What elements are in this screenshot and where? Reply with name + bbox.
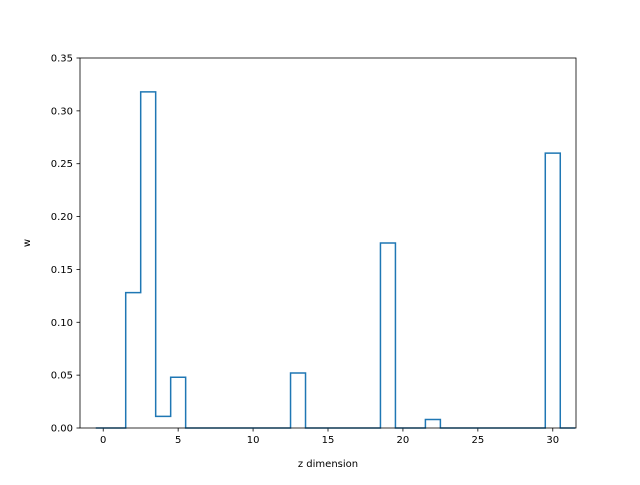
y-tick-label: 0.25 [51,159,73,170]
y-tick-label: 0.05 [51,371,73,382]
y-tick-label: 0.15 [51,265,73,276]
x-tick-label: 5 [175,435,181,446]
x-tick-label: 15 [322,435,335,446]
y-tick-label: 0.00 [51,424,73,435]
x-tick-label: 0 [100,435,106,446]
plot-frame [79,57,577,429]
y-tick-label: 0.20 [51,212,73,223]
y-axis-ticks: 0.00 0.05 0.10 0.15 0.20 0.25 0.30 0.35 [51,54,80,435]
x-tick-label: 30 [546,435,559,446]
x-axis-ticks: 0 5 10 15 20 25 30 [100,428,559,446]
plot-area [80,58,576,428]
y-tick-label: 0.30 [51,106,73,117]
x-tick-label: 10 [247,435,260,446]
x-axis-label: z dimension [298,459,358,470]
x-tick-label: 20 [397,435,410,446]
y-axis-label: w [22,239,33,247]
y-tick-label: 0.10 [51,318,73,329]
y-tick-label: 0.35 [51,54,73,65]
x-tick-label: 25 [471,435,484,446]
